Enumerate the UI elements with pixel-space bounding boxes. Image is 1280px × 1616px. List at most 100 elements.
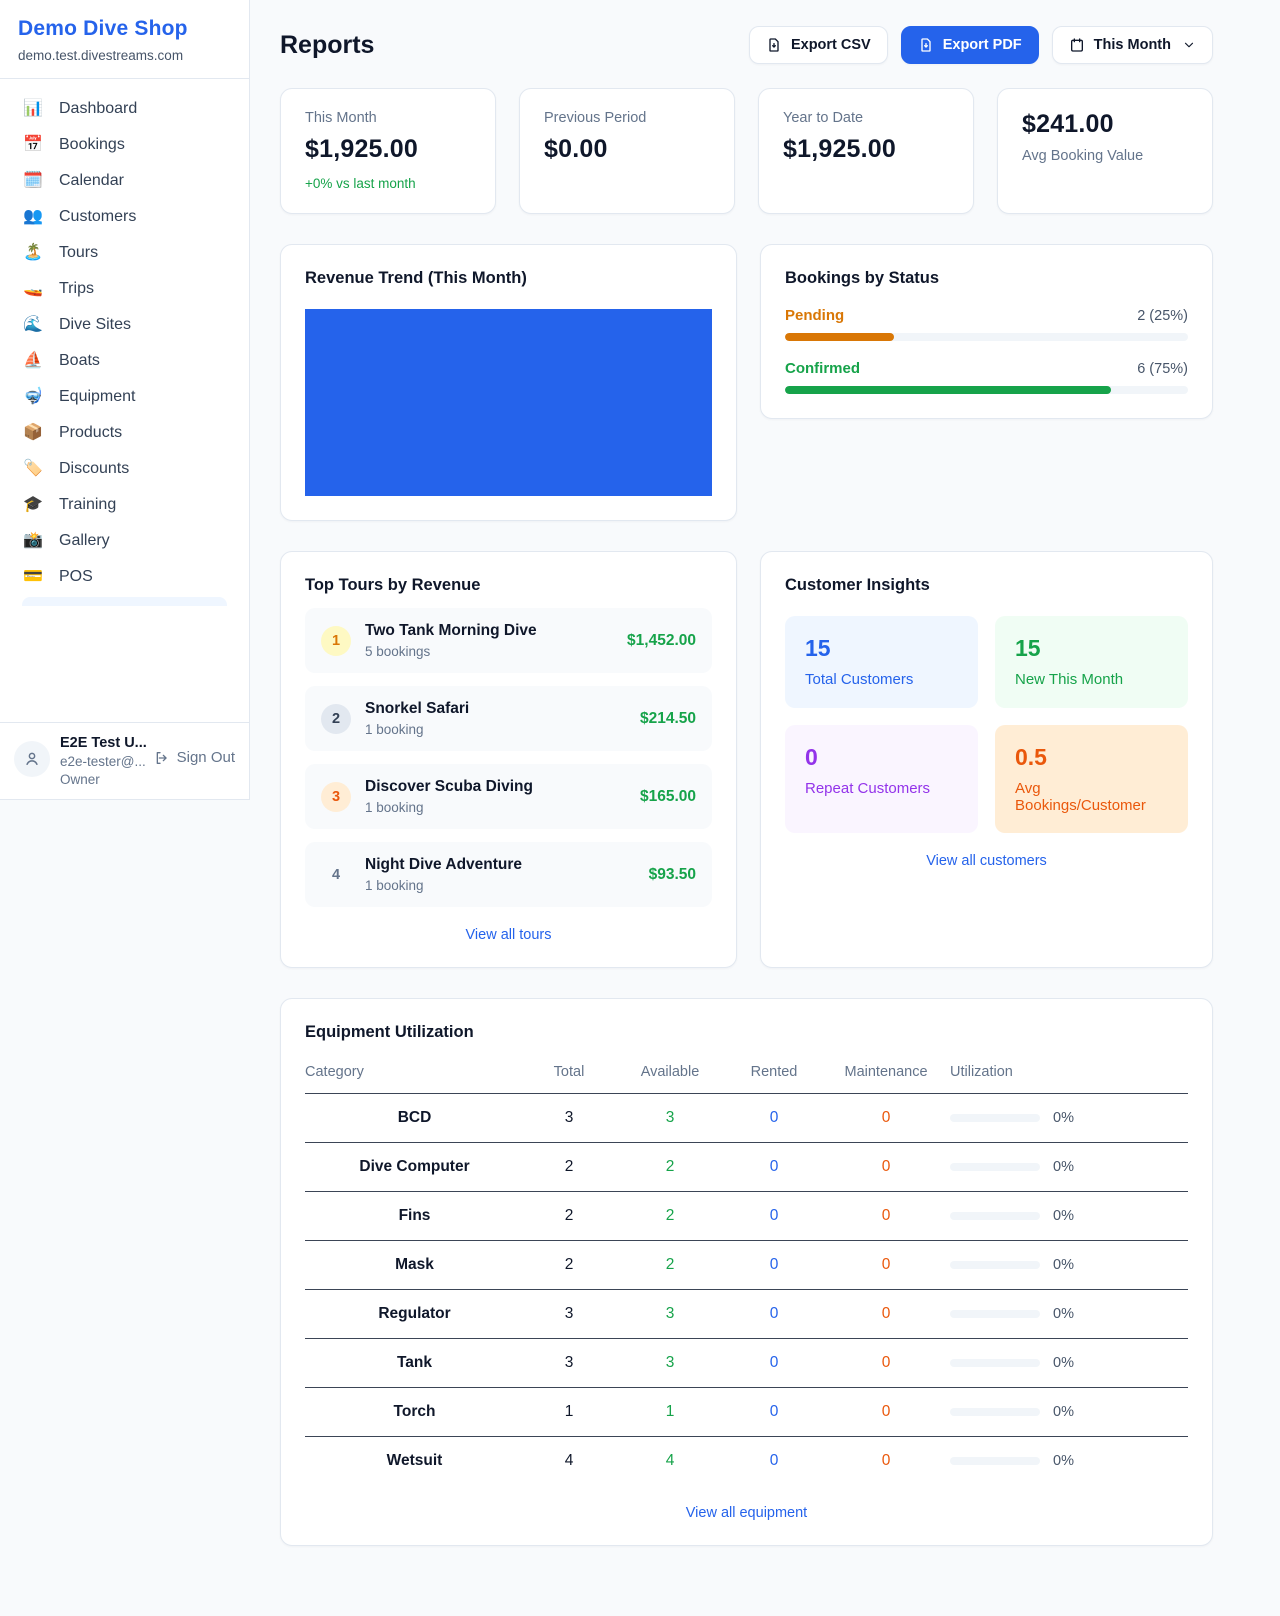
equipment-utilization-card: Equipment Utilization Category Total Ava… — [280, 998, 1213, 1546]
export-pdf-button[interactable]: Export PDF — [900, 26, 1039, 64]
cell-category: Mask — [305, 1240, 524, 1290]
insights-row: Top Tours by Revenue 1 Two Tank Morning … — [280, 551, 1213, 968]
table-header-row: Category Total Available Rented Maintena… — [305, 1054, 1188, 1094]
sidebar-item-label: POS — [59, 568, 93, 585]
stat-card-previous-period: Previous Period $0.00 — [519, 88, 735, 214]
sidebar-item-training[interactable]: 🎓 Training — [12, 487, 237, 523]
export-csv-button[interactable]: Export CSV — [748, 26, 888, 64]
tour-amount: $214.50 — [639, 709, 696, 727]
sidebar-item-reports-partial[interactable] — [22, 597, 227, 606]
rank-badge: 1 — [321, 625, 351, 656]
sidebar-item-label: Trips — [59, 280, 94, 297]
cell-available: 3 — [614, 1338, 726, 1388]
sidebar-item-dive-sites[interactable]: 🌊 Dive Sites — [12, 307, 237, 343]
status-bar-track — [785, 386, 1188, 394]
sidebar-item-customers[interactable]: 👥 Customers — [12, 199, 237, 235]
sidebar-item-label: Equipment — [59, 388, 136, 405]
cell-rented: 0 — [769, 1452, 779, 1469]
col-available: Available — [614, 1054, 726, 1094]
cell-available: 3 — [614, 1289, 726, 1339]
dashboard-icon: 📊 — [23, 100, 43, 117]
export-csv-label: Export CSV — [790, 37, 871, 53]
page-title: Reports — [280, 30, 375, 59]
cell-rented: 0 — [726, 1240, 822, 1290]
cell-rented: 0 — [726, 1191, 822, 1241]
tile-label: Total Customers — [805, 671, 914, 688]
tour-name: Discover Scuba Diving — [365, 778, 533, 795]
equipment-table: Category Total Available Rented Maintena… — [305, 1054, 1188, 1485]
rank-badge: 3 — [321, 781, 351, 812]
tile-value: 15 — [1015, 635, 1041, 661]
tile-label: Repeat Customers — [805, 780, 931, 797]
tours-icon: 🏝️ — [23, 244, 43, 261]
status-bar-fill — [785, 333, 894, 341]
sidebar-item-gallery[interactable]: 📸 Gallery — [12, 523, 237, 559]
user-box: E2E Test U... e2e-tester@... Owner Sign … — [0, 722, 249, 799]
sign-out-button[interactable]: Sign Out — [154, 749, 235, 766]
table-row: Dive Computer 2 2 0 0 0% — [305, 1142, 1188, 1192]
utilization-cell: 0% — [950, 1355, 1188, 1371]
brand-name[interactable]: Demo Dive Shop — [18, 17, 188, 40]
stat-card-this-month: This Month $1,925.00 +0% vs last month — [280, 88, 496, 214]
cell-maintenance: 0 — [822, 1142, 950, 1192]
sign-out-icon — [156, 751, 167, 764]
export-file-icon — [921, 38, 931, 52]
view-all-customers-link[interactable]: View all customers — [926, 853, 1047, 869]
sidebar-nav: 📊 Dashboard 📅 Bookings 🗓️ Calendar 👥 Cus… — [0, 79, 249, 722]
sidebar-item-discounts[interactable]: 🏷️ Discounts — [12, 451, 237, 487]
sidebar-item-calendar[interactable]: 🗓️ Calendar — [12, 163, 237, 199]
brand-block: Demo Dive Shop demo.test.divestreams.com — [0, 0, 249, 79]
sidebar-item-pos[interactable]: 💳 POS — [12, 559, 237, 595]
cell-rented: 0 — [726, 1289, 822, 1339]
tile-value: 0.5 — [1015, 744, 1047, 770]
cell-category: BCD — [305, 1093, 524, 1143]
tile-new-this-month: 15 New This Month — [995, 616, 1188, 708]
user-email: e2e-tester@... — [60, 754, 146, 769]
page-header: Reports Export CSV Export PDF — [280, 26, 1213, 64]
status-count: 6 (75%) — [1137, 361, 1188, 377]
period-dropdown[interactable]: This Month — [1051, 26, 1213, 64]
utilization-cell: 0% — [950, 1404, 1188, 1420]
stat-value: $1,925.00 — [783, 135, 897, 163]
tile-value: 0 — [805, 744, 818, 770]
calendar-icon — [1070, 38, 1083, 52]
utilization-cell: 0% — [950, 1208, 1188, 1224]
sidebar-item-tours[interactable]: 🏝️ Tours — [12, 235, 237, 271]
cell-category: Fins — [305, 1191, 524, 1241]
tile-total-customers: 15 Total Customers — [785, 616, 978, 708]
rank-badge: 4 — [331, 866, 341, 883]
cell-total: 1 — [524, 1387, 614, 1437]
cell-total: 2 — [524, 1142, 614, 1192]
export-pdf-label: Export PDF — [942, 37, 1022, 53]
dive-sites-icon: 🌊 — [23, 316, 43, 333]
top-tours-title: Top Tours by Revenue — [305, 576, 481, 594]
products-icon: 📦 — [23, 424, 43, 441]
sidebar-item-bookings[interactable]: 📅 Bookings — [12, 127, 237, 163]
status-row-pending: Pending 2 (25%) — [785, 307, 1188, 341]
sidebar-item-label: Gallery — [59, 532, 110, 549]
cell-available: 2 — [614, 1240, 726, 1290]
sidebar-item-label: Calendar — [59, 172, 124, 189]
cell-total: 3 — [524, 1093, 614, 1143]
bookings-by-status-title: Bookings by Status — [785, 269, 940, 287]
cell-rented: 0 — [726, 1338, 822, 1388]
user-icon — [26, 752, 38, 765]
calendar-icon: 🗓️ — [23, 172, 43, 189]
sidebar-item-dashboard[interactable]: 📊 Dashboard — [12, 91, 237, 127]
training-icon: 🎓 — [23, 496, 43, 513]
view-all-tours-link[interactable]: View all tours — [465, 927, 552, 943]
revenue-trend-chart — [305, 309, 712, 496]
chevron-down-icon — [1184, 42, 1194, 48]
table-row: Tank 3 3 0 0 0% — [305, 1338, 1188, 1388]
sidebar-item-products[interactable]: 📦 Products — [12, 415, 237, 451]
sidebar-item-equipment[interactable]: 🤿 Equipment — [12, 379, 237, 415]
tile-label: New This Month — [1015, 671, 1124, 688]
sidebar-item-boats[interactable]: ⛵ Boats — [12, 343, 237, 379]
utilization-cell: 0% — [950, 1257, 1188, 1273]
view-all-equipment-link[interactable]: View all equipment — [685, 1505, 808, 1521]
pos-icon: 💳 — [23, 568, 43, 585]
trips-icon: 🚤 — [23, 280, 43, 297]
main-content: Reports Export CSV Export PDF — [250, 0, 1280, 1616]
sidebar-item-trips[interactable]: 🚤 Trips — [12, 271, 237, 307]
